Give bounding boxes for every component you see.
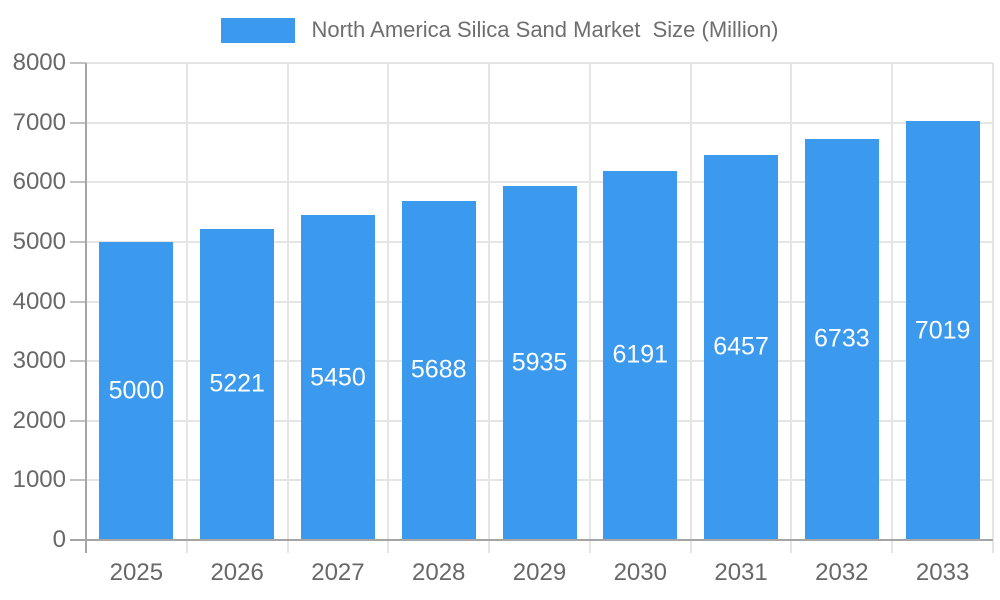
bar-2028: 5688 (401, 200, 476, 540)
bar-2030: 6191 (603, 170, 678, 540)
gridline-vertical (891, 63, 894, 553)
y-axis-label: 4000 (12, 287, 66, 315)
y-tick-mark (70, 360, 86, 363)
bar-2025: 5000 (99, 241, 174, 540)
y-tick-mark (70, 181, 86, 184)
y-axis-label: 7000 (12, 108, 66, 136)
y-tick-mark (70, 300, 86, 303)
legend-label: North America Silica Sand Market Size (M… (311, 17, 779, 42)
x-axis-label: 2026 (210, 559, 264, 586)
x-axis-label: 2032 (815, 559, 869, 586)
bar-2026: 5221 (200, 228, 275, 540)
x-axis-label: 2031 (714, 559, 768, 586)
bar-value-label: 5450 (310, 363, 366, 391)
x-axis-label: 2027 (311, 559, 365, 586)
gridline-horizontal (86, 62, 993, 64)
bar-2031: 6457 (704, 155, 779, 540)
bar-2029: 5935 (502, 186, 577, 540)
x-axis-label: 2028 (412, 559, 466, 586)
x-axis-label: 2029 (512, 559, 567, 586)
bar-value-label: 5000 (108, 376, 165, 405)
x-axis-label: 2025 (109, 559, 164, 586)
gridline-vertical (689, 63, 692, 553)
y-tick-mark (70, 240, 86, 243)
gridline-vertical (185, 63, 188, 553)
gridline-vertical (790, 63, 793, 553)
bar-value-label: 5935 (511, 348, 568, 377)
x-axis-label: 2030 (613, 559, 667, 586)
y-axis-label: 0 (52, 526, 66, 553)
x-axis-line (70, 539, 993, 541)
gridline-horizontal (86, 121, 993, 124)
y-tick-mark (70, 62, 86, 64)
bar-value-label: 5221 (209, 369, 265, 398)
bar-2027: 5450 (300, 215, 375, 540)
y-axis-label: 2000 (12, 406, 66, 434)
y-axis-line (85, 63, 87, 553)
bar-2032: 6733 (804, 138, 879, 540)
y-axis-label: 5000 (12, 227, 66, 255)
bar-value-label: 5688 (410, 355, 467, 384)
y-axis-label: 8000 (12, 49, 66, 76)
gridline-horizontal (86, 181, 993, 184)
bar-value-label: 6191 (612, 340, 669, 369)
legend-item[interactable]: North America Silica Sand Market Size (M… (0, 17, 1000, 43)
y-axis-label: 6000 (12, 168, 66, 196)
bar-2033: 7019 (905, 121, 980, 540)
bar-value-label: 6733 (814, 324, 870, 353)
y-tick-mark (70, 419, 86, 422)
y-axis-label: 1000 (12, 466, 66, 494)
bar-value-label: 6457 (713, 332, 769, 361)
bar-value-label: 7019 (914, 316, 971, 345)
legend-swatch (221, 17, 296, 43)
gridline-vertical (992, 63, 994, 553)
y-tick-mark (70, 479, 86, 482)
gridline-vertical (387, 63, 390, 553)
gridline-vertical (488, 63, 491, 553)
gridline-vertical (286, 63, 289, 553)
plot-area: 5000 5221 5450 5688 5935 6191 6457 6733 7019 (86, 62, 993, 540)
y-axis-label: 3000 (12, 347, 66, 375)
x-axis-label: 2033 (915, 559, 970, 586)
y-tick-mark (70, 121, 86, 124)
gridline-vertical (588, 63, 591, 553)
